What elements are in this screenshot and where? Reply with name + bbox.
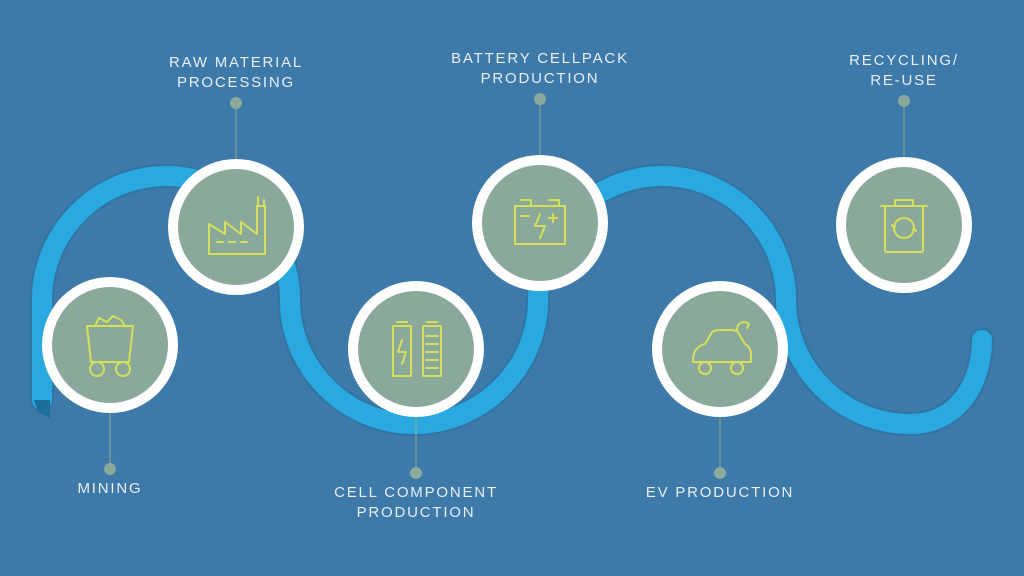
supply-chain-diagram: MINING RAW MATERIAL PROCESSING CELL COMPON… — [0, 0, 1024, 576]
leader-dot — [714, 467, 726, 479]
leader-dot — [534, 93, 546, 105]
leader-dot — [230, 97, 242, 109]
node-fill — [846, 167, 962, 283]
stage-label-ev-production: EV PRODUCTION — [610, 483, 830, 503]
node-fill — [662, 291, 778, 407]
leader-dot — [410, 467, 422, 479]
factory-icon — [203, 194, 269, 260]
node-fill — [482, 165, 598, 281]
stage-label-battery-cellpack-production: BATTERY CELLPACK PRODUCTION — [430, 49, 650, 90]
battery-pack-icon — [507, 190, 573, 256]
stage-label-cell-component-production: CELL COMPONENT PRODUCTION — [306, 483, 526, 524]
leader-dot — [104, 463, 116, 475]
stage-node-battery-cellpack-production — [472, 155, 608, 291]
node-fill — [52, 287, 168, 403]
recycle-bin-icon — [871, 192, 937, 258]
stage-label-mining: MINING — [0, 479, 220, 499]
node-fill — [358, 291, 474, 407]
stage-label-raw-material-processing: RAW MATERIAL PROCESSING — [126, 53, 346, 94]
ev-car-icon — [687, 316, 753, 382]
stage-label-recycling-reuse: RECYCLING/ RE-USE — [794, 51, 1014, 92]
stage-node-recycling-reuse — [836, 157, 972, 293]
leader-dot — [898, 95, 910, 107]
stage-node-raw-material-processing — [168, 159, 304, 295]
battery-cells-icon — [383, 316, 449, 382]
node-fill — [178, 169, 294, 285]
stage-node-mining — [42, 277, 178, 413]
mining-cart-icon — [77, 312, 143, 378]
stage-node-cell-component-production — [348, 281, 484, 417]
stage-node-ev-production — [652, 281, 788, 417]
